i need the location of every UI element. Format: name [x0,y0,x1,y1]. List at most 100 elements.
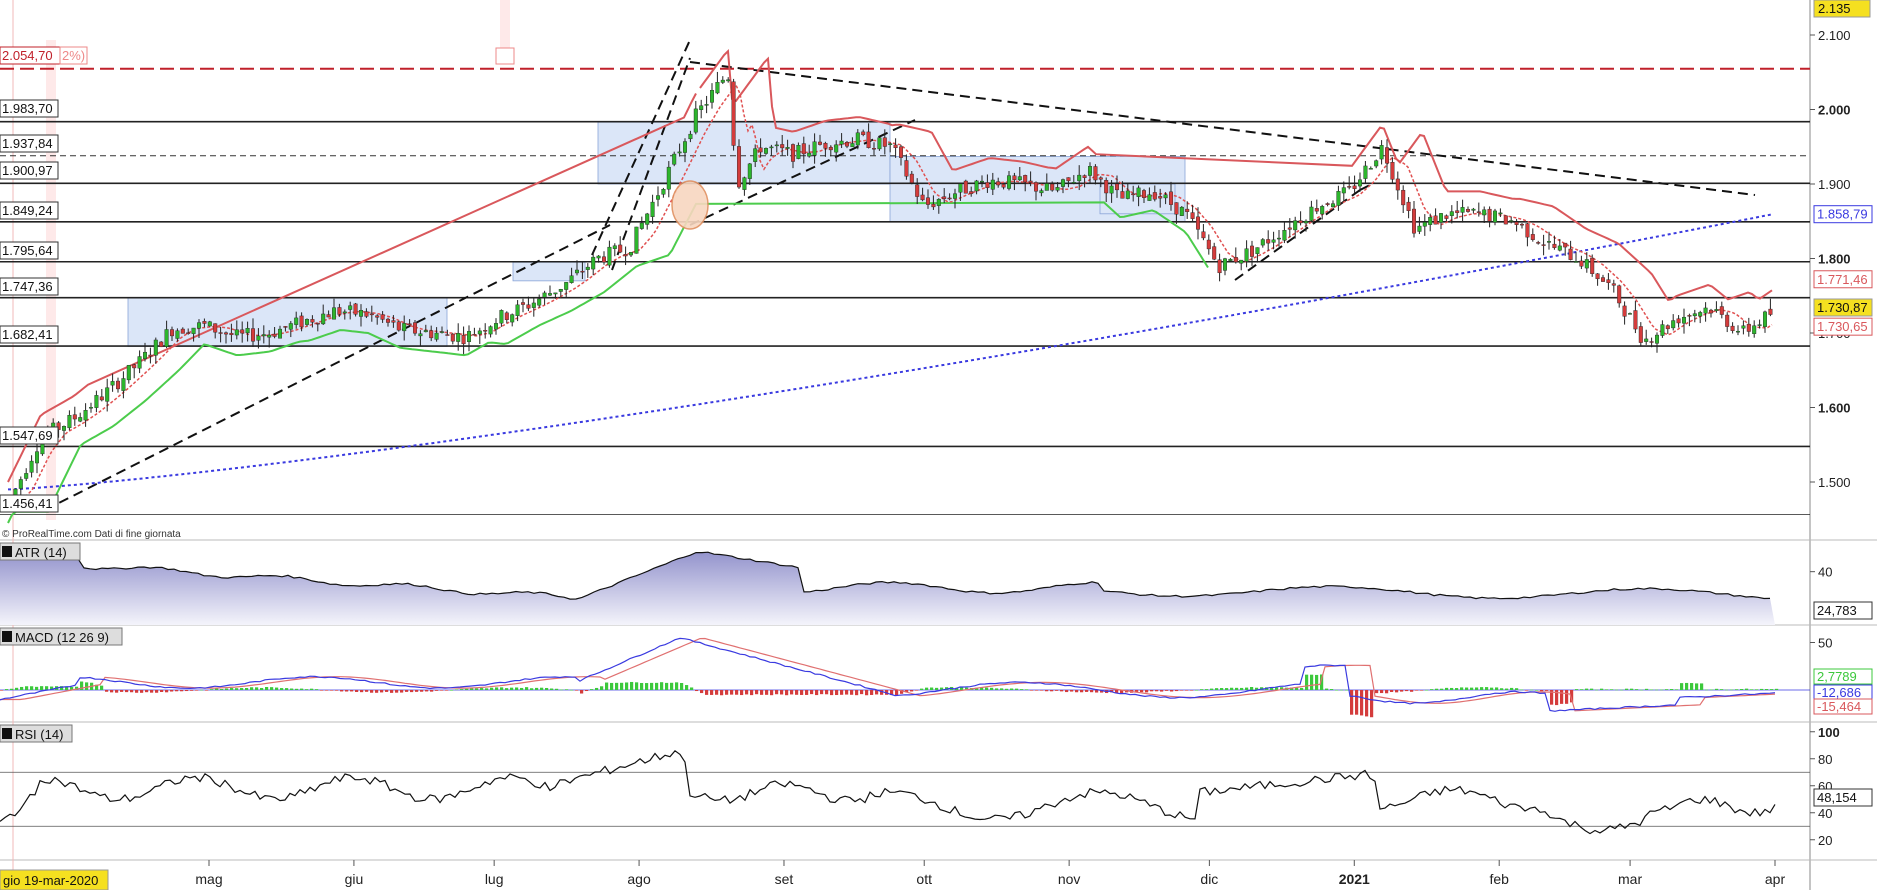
macd-histogram-bar [1575,689,1579,690]
macd-histogram-bar [375,690,379,693]
candle-body [1757,324,1762,326]
macd-histogram-bar [170,690,174,692]
candle-body [1600,277,1605,282]
macd-histogram-bar [260,687,264,690]
candle-body [1735,330,1740,333]
candle-body [580,270,585,273]
macd-histogram-bar [325,690,329,691]
macd-histogram-bar [965,687,969,690]
macd-histogram-bar [30,686,34,690]
macd-histogram-bar [520,687,524,690]
macd-histogram-bar [1055,690,1059,691]
macd-histogram-bar [5,689,9,690]
candle-body [1465,208,1470,212]
candle-body [1525,223,1530,238]
macd-histogram-bar [975,687,979,690]
rsi-label: RSI (14) [15,727,63,742]
macd-histogram-bar [1470,687,1474,690]
candle-body [1082,175,1087,178]
macd-swatch [2,631,12,642]
macd-histogram-bar [1495,687,1499,690]
macd-histogram-bar [1550,690,1554,705]
candle-body [839,140,844,145]
candle-body [1152,192,1157,200]
month-label: feb [1489,871,1509,887]
macd-signal-line [0,637,1776,712]
candle-body [947,197,952,200]
macd-histogram-bar [1140,690,1144,693]
candle-body [1293,220,1298,231]
candle-body [1622,305,1627,317]
macd-value-box [1813,698,1873,715]
candle-body [364,311,369,317]
macd-histogram-bar [775,690,779,695]
candle-body [569,275,574,283]
candle-body [699,105,704,110]
macd-histogram-bar [1615,689,1619,691]
candle-body [186,332,191,334]
macd-histogram-bar [160,690,164,693]
macd-histogram-bar [740,690,744,696]
macd-histogram-bar [300,688,304,690]
trailing-stop-green [7,201,1209,524]
macd-histogram-bar [140,690,144,693]
macd-histogram-bar [1610,689,1614,690]
macd-histogram-bar [460,689,464,690]
candle-body [1374,160,1379,167]
macd-histogram-bar [145,690,149,693]
candle-body [1222,258,1227,271]
rsi-tick-label: 20 [1818,833,1832,848]
candle-body [1212,246,1217,260]
macd-histogram-bar [650,682,654,690]
candle-body [672,153,677,165]
macd-histogram-bar [125,690,129,693]
rsi-line [0,749,1776,835]
candle-body [1476,211,1481,213]
trail-value-label: 1.771,46 [1817,272,1868,287]
candle-body [1590,257,1595,274]
candle-body [1503,215,1508,225]
trailing-stop-red [7,48,1773,483]
macd-histogram-bar [400,690,404,693]
macd-histogram-bar [615,682,619,690]
current-price-label-box [1813,298,1873,317]
macd-histogram-bar [1640,689,1644,691]
macd-histogram-bar [770,690,774,696]
candle-body [936,198,941,206]
candle-body [1174,202,1179,215]
candle-body [942,196,947,199]
main-panel [0,0,1810,540]
macd-histogram-bar [1115,690,1119,693]
candle-body [261,334,266,337]
macd-histogram-bar [345,690,349,692]
macd-histogram-bar [830,690,834,696]
candle-body [1606,279,1611,283]
level-label: 1.849,24 [2,203,53,218]
macd-histogram-bar [720,690,724,696]
macd-histogram-bar [670,682,674,690]
macd-histogram-bar [1190,690,1194,691]
candle-body [531,302,536,308]
macd-histogram-bar [515,687,519,690]
macd-histogram-bar [705,690,709,695]
macd-histogram-bar [280,688,284,690]
candle-body [553,292,558,295]
macd-histogram-bar [1215,688,1219,690]
candle-body [796,145,801,159]
month-label: ott [916,871,932,887]
candle-body [1060,179,1065,187]
candle-body [915,184,920,197]
macd-tick-label: 50 [1818,636,1832,651]
macd-histogram-bar [1210,688,1214,690]
candle-body [1098,177,1103,180]
macd-histogram-bar [355,690,359,692]
candle-body [418,333,423,337]
candle-body [99,396,104,401]
macd-histogram-bar [330,690,334,691]
macd-histogram-bar [555,688,559,690]
macd-histogram-bar [25,686,29,690]
macd-histogram-bar [380,690,384,693]
candle-body [1168,191,1173,205]
candle-body [1649,341,1654,343]
macd-histogram-bar [815,690,819,696]
